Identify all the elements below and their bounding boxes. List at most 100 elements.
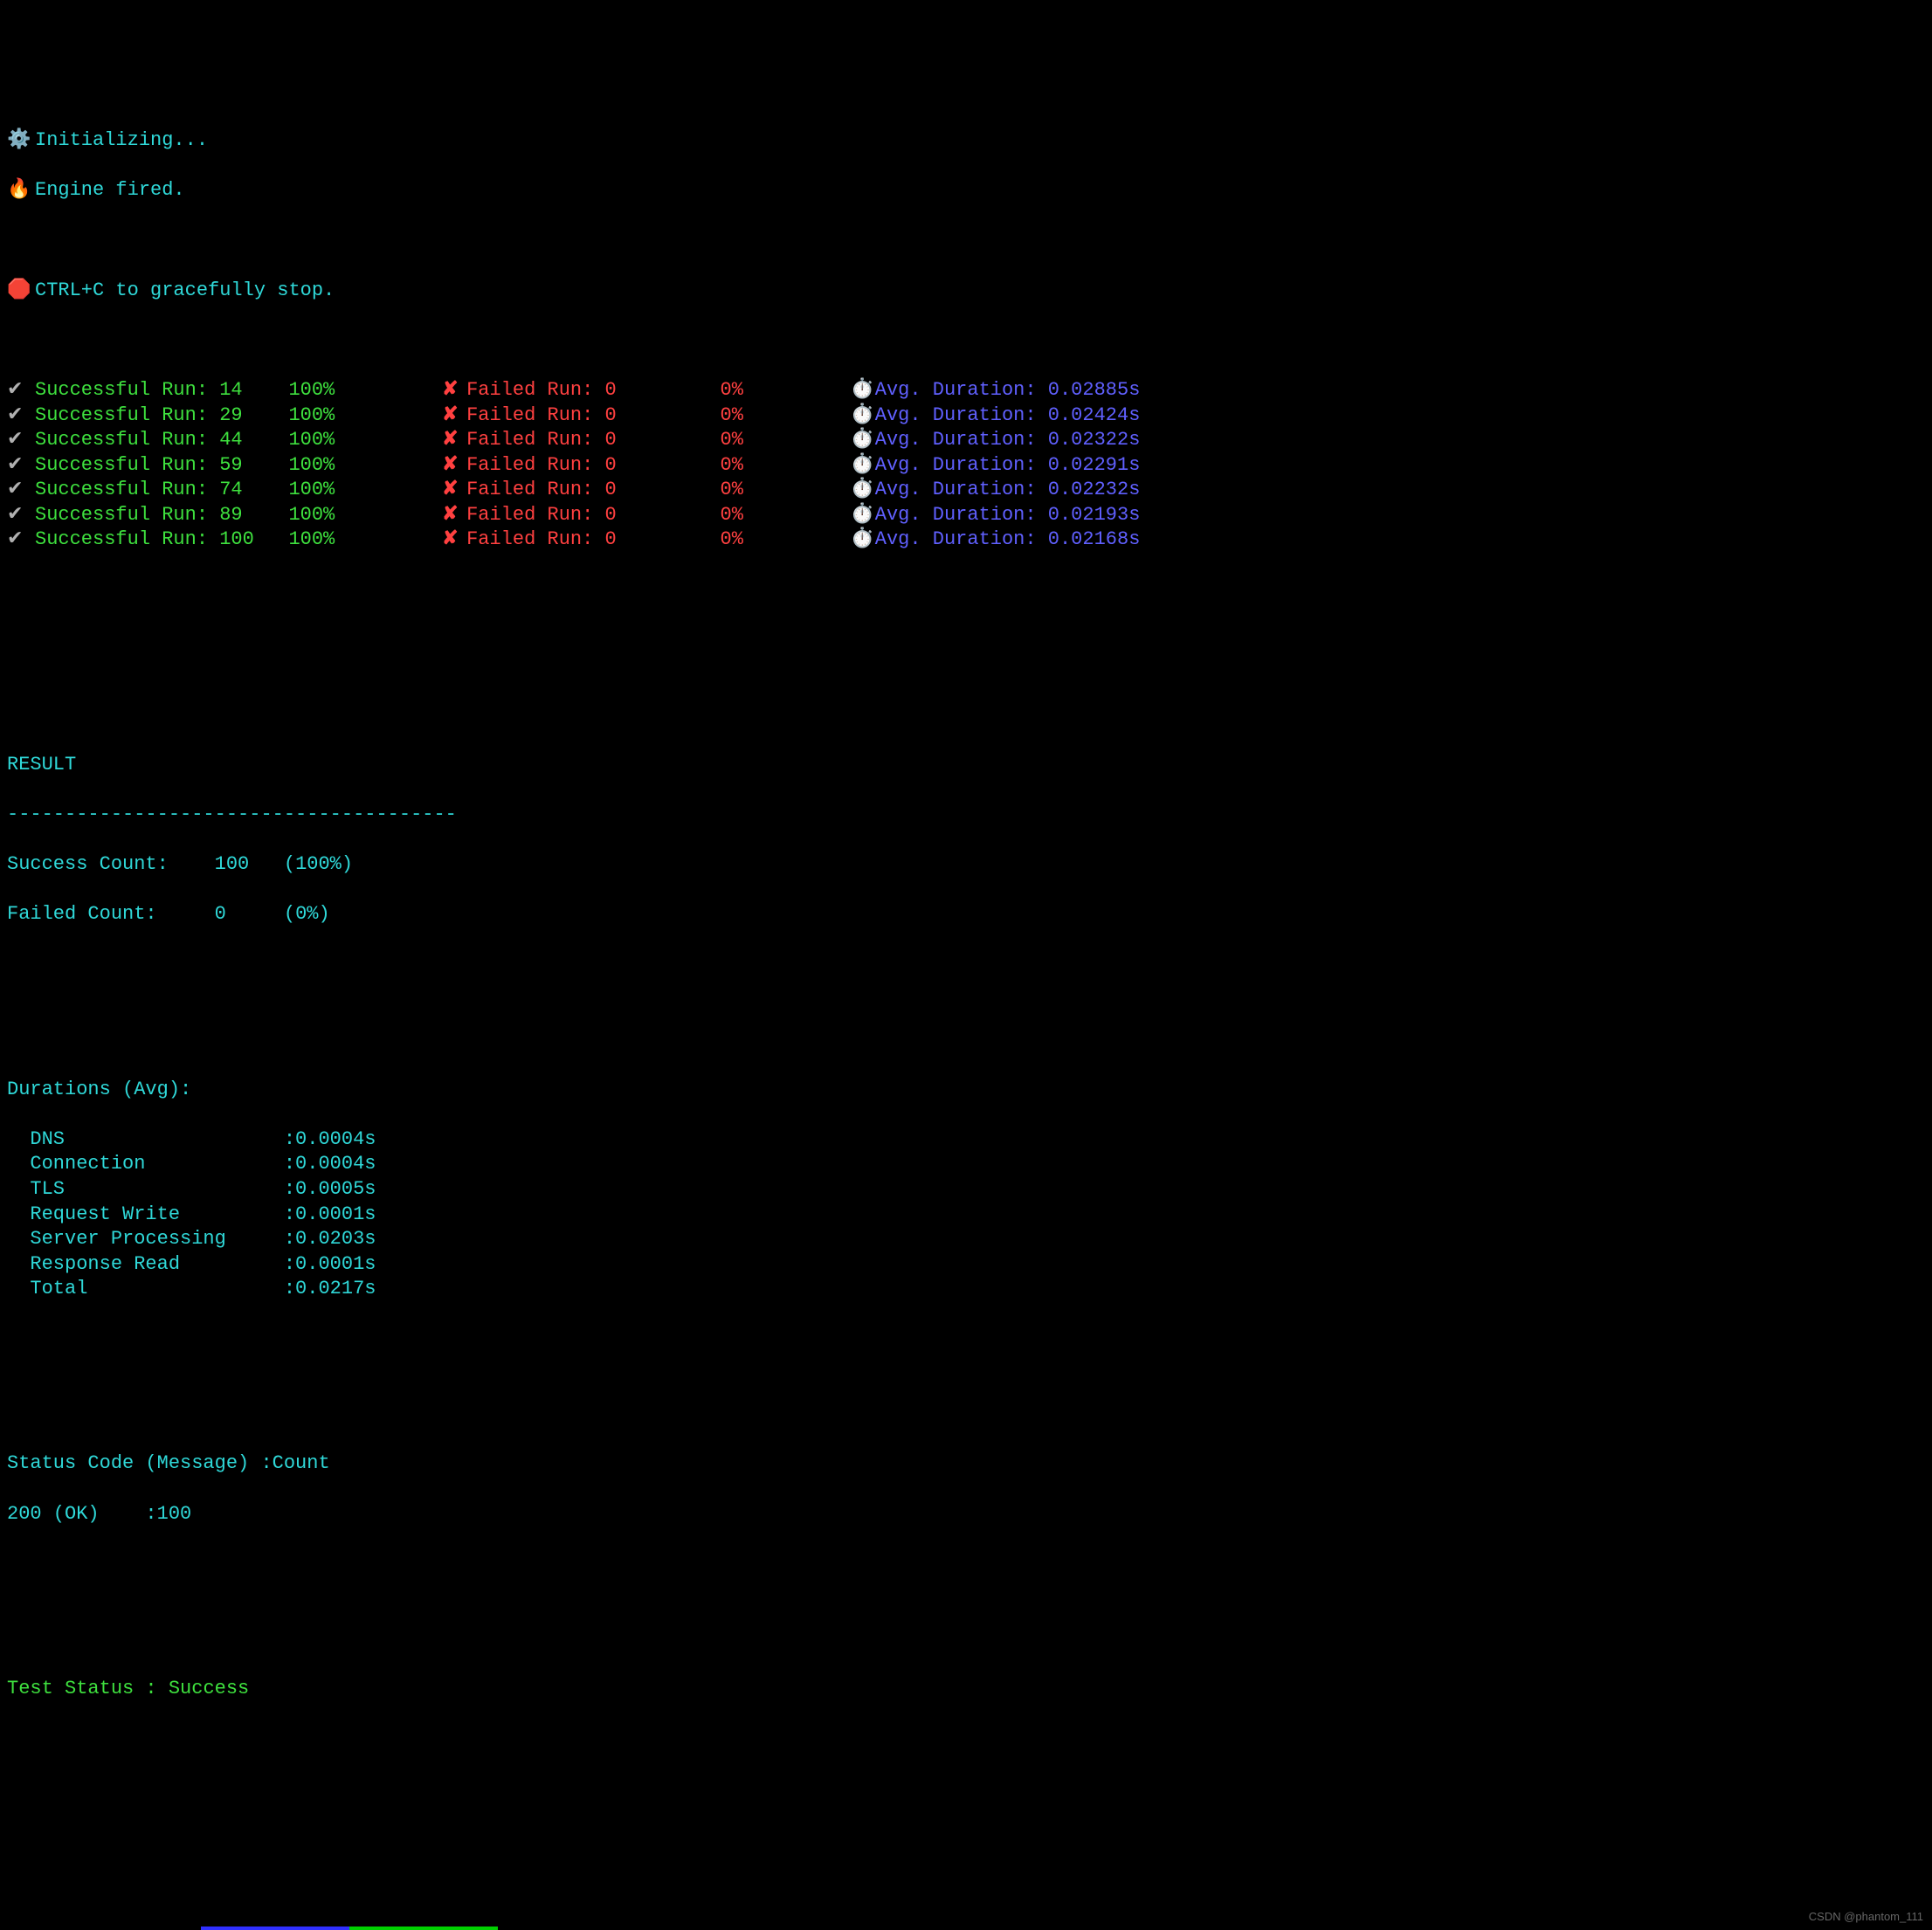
duration-row: TLS :0.0005s	[7, 1177, 1925, 1203]
success-run-pct: 100%	[288, 403, 381, 429]
success-run-label: Successful Run: 44	[35, 428, 288, 453]
success-run-pct: 100%	[288, 378, 381, 403]
check-icon: ✔	[7, 503, 35, 528]
init-text: Initializing...	[35, 128, 208, 154]
avg-duration-label: Avg. Duration: 0.02291s	[875, 453, 1141, 479]
cross-icon: ✘	[442, 503, 466, 528]
run-row: ✔Successful Run: 89 100% ✘Failed Run: 0 …	[7, 503, 1925, 528]
success-run-pct: 100%	[288, 453, 381, 479]
duration-row: DNS :0.0004s	[7, 1127, 1925, 1153]
runs-container: ✔Successful Run: 14 100% ✘Failed Run: 0 …	[7, 378, 1925, 553]
gear-icon: ⚙️	[7, 128, 35, 154]
failed-count-value: 0	[215, 902, 226, 927]
failed-count-label: Failed Count:	[7, 902, 157, 927]
watermark: CSDN @phantom_111	[1809, 1910, 1923, 1925]
stop-icon: 🛑	[7, 279, 35, 304]
check-icon: ✔	[7, 428, 35, 453]
blank-line-5	[7, 1352, 1925, 1377]
avg-duration-label: Avg. Duration: 0.02232s	[875, 478, 1141, 503]
duration-row: Connection :0.0004s	[7, 1152, 1925, 1177]
cross-icon: ✘	[442, 428, 466, 453]
cross-icon: ✘	[442, 378, 466, 403]
success-count-value: 100	[215, 852, 250, 878]
check-icon: ✔	[7, 403, 35, 429]
run-row: ✔Successful Run: 100 100% ✘Failed Run: 0…	[7, 527, 1925, 553]
engine-line: 🔥 Engine fired.	[7, 178, 1925, 203]
stopwatch-icon: ⏱️	[851, 428, 875, 453]
failed-run-label: Failed Run: 0	[466, 503, 720, 528]
success-run-label: Successful Run: 14	[35, 378, 288, 403]
failed-count-pct: (0%)	[284, 902, 330, 927]
blank-line-1	[7, 228, 1925, 253]
result-failed-line: Failed Count: 0 (0%)	[7, 902, 1925, 927]
run-row: ✔Successful Run: 74 100% ✘Failed Run: 0 …	[7, 478, 1925, 503]
failed-run-pct: 0%	[721, 378, 790, 403]
run-row: ✔Successful Run: 14 100% ✘Failed Run: 0 …	[7, 378, 1925, 403]
avg-duration-label: Avg. Duration: 0.02885s	[875, 378, 1141, 403]
success-run-label: Successful Run: 29	[35, 403, 288, 429]
success-count-label: Success Count:	[7, 852, 169, 878]
status-code-value: 200 (OK) :100	[7, 1502, 191, 1527]
check-icon: ✔	[7, 478, 35, 503]
test-status-label: Test Status :	[7, 1677, 157, 1702]
result-success-line: Success Count: 100 (100%)	[7, 852, 1925, 878]
fire-icon: 🔥	[7, 178, 35, 203]
failed-run-label: Failed Run: 0	[466, 428, 720, 453]
failed-run-label: Failed Run: 0	[466, 478, 720, 503]
success-run-pct: 100%	[288, 478, 381, 503]
blank-line-6	[7, 1576, 1925, 1602]
success-run-pct: 100%	[288, 428, 381, 453]
avg-duration-label: Avg. Duration: 0.02193s	[875, 503, 1141, 528]
success-run-label: Successful Run: 59	[35, 453, 288, 479]
avg-duration-label: Avg. Duration: 0.02322s	[875, 428, 1141, 453]
stopwatch-icon: ⏱️	[851, 378, 875, 403]
success-run-label: Successful Run: 100	[35, 527, 288, 553]
failed-run-label: Failed Run: 0	[466, 378, 720, 403]
bar-segment	[349, 1927, 498, 1930]
bottom-progress-bar	[201, 1927, 498, 1930]
success-run-pct: 100%	[288, 503, 381, 528]
failed-run-label: Failed Run: 0	[466, 453, 720, 479]
blank-line-2	[7, 603, 1925, 628]
durations-title: Durations (Avg):	[7, 1078, 1925, 1103]
durations-container: DNS :0.0004s Connection :0.0004s TLS :0.…	[7, 1127, 1925, 1302]
test-status-line: Test Status : Success	[7, 1677, 1925, 1702]
failed-run-label: Failed Run: 0	[466, 403, 720, 429]
check-icon: ✔	[7, 378, 35, 403]
cross-icon: ✘	[442, 403, 466, 429]
stopwatch-icon: ⏱️	[851, 403, 875, 429]
success-run-pct: 100%	[288, 527, 381, 553]
success-count-pct: (100%)	[284, 852, 353, 878]
duration-row: Request Write :0.0001s	[7, 1203, 1925, 1228]
cross-icon: ✘	[442, 478, 466, 503]
init-line: ⚙️ Initializing...	[7, 128, 1925, 154]
blank-line-4	[7, 977, 1925, 1003]
blank-line-3	[7, 652, 1925, 678]
stop-text: CTRL+C to gracefully stop.	[35, 279, 335, 304]
status-code-line: 200 (OK) :100	[7, 1502, 1925, 1527]
bar-segment	[201, 1927, 349, 1930]
stopwatch-icon: ⏱️	[851, 527, 875, 553]
success-run-label: Successful Run: 74	[35, 478, 288, 503]
cross-icon: ✘	[442, 527, 466, 553]
avg-duration-label: Avg. Duration: 0.02424s	[875, 403, 1141, 429]
stopwatch-icon: ⏱️	[851, 503, 875, 528]
stopwatch-icon: ⏱️	[851, 478, 875, 503]
stop-line: 🛑 CTRL+C to gracefully stop.	[7, 279, 1925, 304]
engine-text: Engine fired.	[35, 178, 185, 203]
run-row: ✔Successful Run: 59 100% ✘Failed Run: 0 …	[7, 453, 1925, 479]
stopwatch-icon: ⏱️	[851, 453, 875, 479]
duration-row: Server Processing :0.0203s	[7, 1227, 1925, 1252]
failed-run-pct: 0%	[721, 527, 790, 553]
check-icon: ✔	[7, 527, 35, 553]
test-status-value: Success	[169, 1677, 249, 1702]
duration-row: Total :0.0217s	[7, 1277, 1925, 1302]
status-code-header: Status Code (Message) :Count	[7, 1451, 1925, 1477]
avg-duration-label: Avg. Duration: 0.02168s	[875, 527, 1141, 553]
duration-row: Response Read :0.0001s	[7, 1252, 1925, 1278]
failed-run-pct: 0%	[721, 503, 790, 528]
failed-run-pct: 0%	[721, 478, 790, 503]
cross-icon: ✘	[442, 453, 466, 479]
result-title: RESULT	[7, 753, 1925, 778]
failed-run-label: Failed Run: 0	[466, 527, 720, 553]
